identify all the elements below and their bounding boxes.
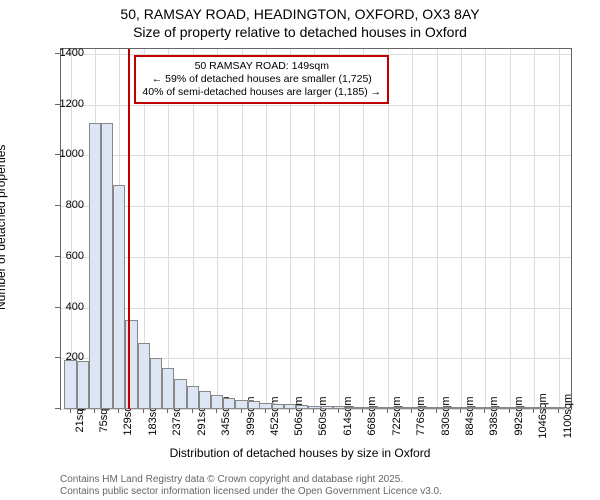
histogram-bar	[101, 123, 113, 409]
footer-attribution: Contains HM Land Registry data © Crown c…	[60, 474, 442, 498]
y-gridline	[61, 308, 571, 309]
y-tick-mark	[55, 205, 60, 206]
histogram-bar	[394, 407, 406, 409]
x-tick-label: 1046sqm	[537, 393, 549, 438]
histogram-bar	[248, 401, 260, 409]
histogram-bar	[357, 407, 369, 409]
histogram-bar	[89, 123, 101, 409]
histogram-bar	[479, 407, 491, 409]
histogram-bar	[259, 403, 271, 409]
histogram-bar	[455, 407, 467, 409]
y-tick-mark	[55, 408, 60, 409]
chart-title-line1: 50, RAMSAY ROAD, HEADINGTON, OXFORD, OX3…	[0, 6, 600, 22]
annotation-box: 50 RAMSAY ROAD: 149sqm ← 59% of detached…	[134, 55, 389, 104]
histogram-bar	[406, 407, 418, 409]
y-tick-label: 400	[66, 301, 84, 313]
x-tick-label: 722sqm	[391, 396, 403, 435]
footer-line2: Contains public sector information licen…	[60, 486, 442, 498]
y-tick-mark	[55, 307, 60, 308]
footer-line1: Contains HM Land Registry data © Crown c…	[60, 474, 442, 486]
y-tick-label: 1200	[60, 98, 84, 110]
y-tick-mark	[55, 256, 60, 257]
annotation-line1: 50 RAMSAY ROAD: 149sqm	[142, 60, 381, 73]
x-tick-label: 884sqm	[464, 396, 476, 435]
plot-area: 50 RAMSAY ROAD: 149sqm ← 59% of detached…	[60, 48, 572, 410]
y-tick-label: 600	[66, 250, 84, 262]
histogram-bar	[272, 404, 284, 409]
histogram-bar	[418, 407, 430, 409]
x-tick-label: 1100sqm	[562, 394, 574, 438]
x-tick-label: 938sqm	[488, 396, 500, 435]
histogram-bar	[77, 361, 89, 409]
histogram-bar	[187, 386, 199, 409]
x-gridline	[559, 49, 560, 409]
histogram-bar	[553, 407, 565, 409]
histogram-bar	[125, 320, 137, 409]
histogram-bar	[138, 343, 150, 409]
x-gridline	[412, 49, 413, 409]
histogram-bar	[235, 400, 247, 409]
x-gridline	[534, 49, 535, 409]
histogram-bar	[321, 406, 333, 409]
histogram-bar	[467, 407, 479, 409]
y-tick-label: 1000	[60, 148, 84, 160]
histogram-bar	[345, 407, 357, 409]
chart-container: 50, RAMSAY ROAD, HEADINGTON, OXFORD, OX3…	[0, 0, 600, 500]
histogram-bar	[504, 407, 516, 409]
y-tick-label: 800	[66, 199, 84, 211]
y-gridline	[61, 257, 571, 258]
histogram-bar	[64, 360, 76, 409]
x-axis-label: Distribution of detached houses by size …	[0, 446, 600, 460]
histogram-bar	[162, 368, 174, 409]
x-tick-label: 560sqm	[317, 396, 329, 435]
histogram-bar	[284, 404, 296, 409]
chart-title-line2: Size of property relative to detached ho…	[0, 24, 600, 40]
histogram-bar	[430, 407, 442, 409]
histogram-bar	[211, 395, 223, 409]
histogram-bar	[382, 407, 394, 409]
y-gridline	[61, 155, 571, 156]
histogram-bar	[223, 398, 235, 409]
histogram-bar	[540, 407, 552, 409]
histogram-bar	[492, 407, 504, 409]
x-gridline	[485, 49, 486, 409]
histogram-bar	[516, 407, 528, 409]
x-gridline	[510, 49, 511, 409]
property-marker-line	[128, 49, 130, 409]
y-gridline	[61, 105, 571, 106]
histogram-bar	[296, 405, 308, 409]
x-gridline	[437, 49, 438, 409]
x-tick-label: 668sqm	[366, 396, 378, 435]
x-tick-label: 506sqm	[293, 396, 305, 435]
histogram-bar	[528, 407, 540, 409]
histogram-bar	[150, 358, 162, 409]
annotation-line2: ← 59% of detached houses are smaller (1,…	[142, 73, 381, 86]
histogram-bar	[333, 406, 345, 409]
x-gridline	[461, 49, 462, 409]
x-tick-label: 776sqm	[415, 396, 427, 435]
y-tick-mark	[55, 357, 60, 358]
histogram-bar	[199, 391, 211, 409]
annotation-line3: 40% of semi-detached houses are larger (…	[142, 86, 381, 99]
histogram-bar	[113, 185, 125, 409]
histogram-bar	[308, 406, 320, 409]
histogram-bar	[443, 407, 455, 409]
y-tick-label: 1400	[60, 47, 84, 59]
y-axis-label: Number of detached properties	[0, 145, 8, 310]
histogram-bar	[174, 379, 186, 409]
histogram-bar	[369, 407, 381, 409]
y-gridline	[61, 206, 571, 207]
x-tick-label: 830sqm	[440, 396, 452, 435]
x-tick-label: 992sqm	[513, 396, 525, 435]
x-tick-label: 614sqm	[342, 396, 354, 435]
